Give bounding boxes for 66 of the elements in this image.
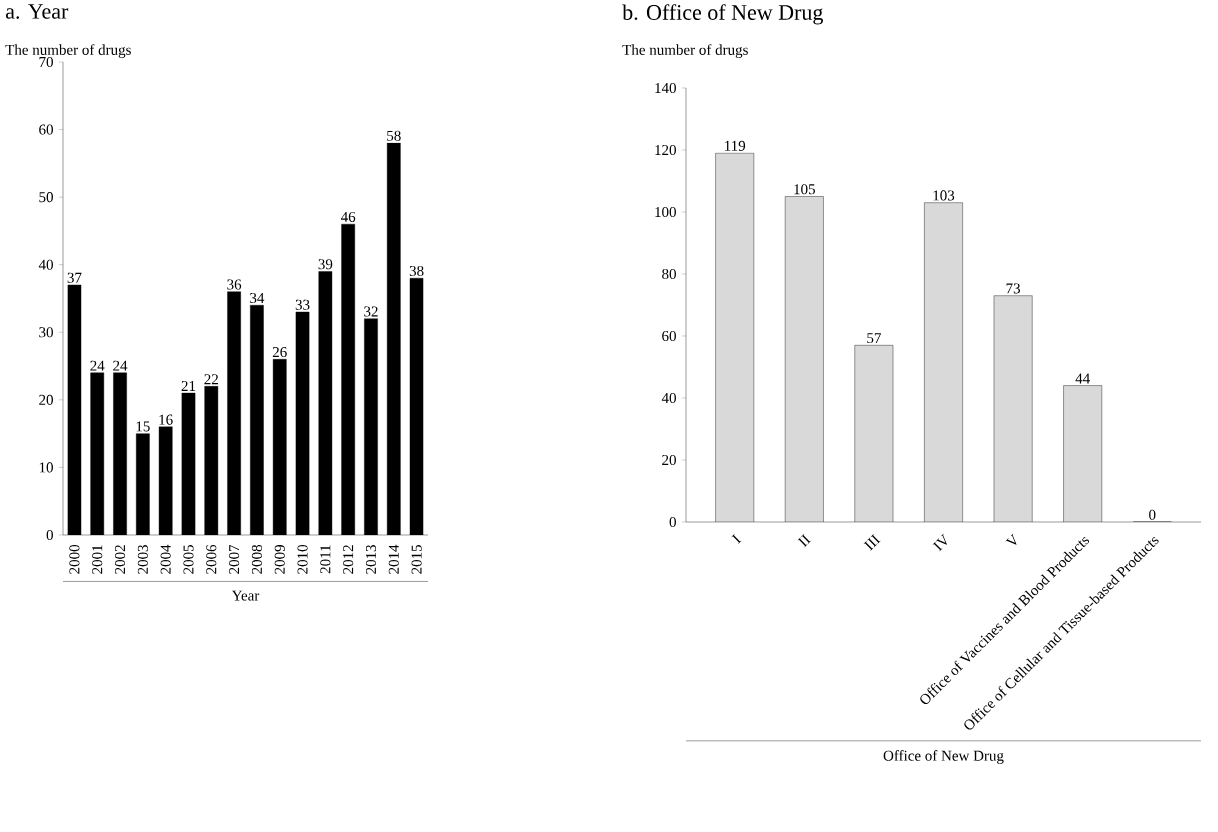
x-tick-label: III <box>863 533 881 551</box>
data-label: 38 <box>409 265 424 277</box>
data-label: 73 <box>1006 283 1021 294</box>
x-tick-label: 2005 <box>183 545 194 574</box>
data-label: 39 <box>318 259 333 270</box>
y-tick-label: 100 <box>655 206 676 218</box>
data-label: 15 <box>136 421 150 432</box>
y-tick-label: 60 <box>662 330 676 342</box>
y-tick-label: 10 <box>39 462 53 473</box>
y-tick-label: 80 <box>662 268 676 280</box>
y-tick-label: 30 <box>39 327 53 338</box>
data-label: 36 <box>227 279 242 290</box>
x-axis-title: Office of New Drug <box>883 750 1004 764</box>
y-tick-label: 0 <box>669 516 676 528</box>
data-label: 103 <box>933 190 955 201</box>
y-axis-title: The number of drugs <box>622 44 748 58</box>
x-tick-label: V <box>1005 533 1017 545</box>
data-label: 34 <box>250 292 265 304</box>
x-tick-label: 2012 <box>343 545 354 574</box>
x-tick-label: 2010 <box>297 545 308 574</box>
y-tick-label: 40 <box>38 259 53 270</box>
x-tick-label: 2013 <box>365 545 377 574</box>
x-tick-label: 2008 <box>251 545 262 574</box>
data-label: 37 <box>67 272 82 283</box>
data-label: 33 <box>295 299 310 310</box>
y-tick-label: 70 <box>39 56 53 68</box>
x-tick-label: 2000 <box>69 545 80 574</box>
data-label: 46 <box>340 211 356 222</box>
y-tick-label: 20 <box>662 454 676 466</box>
y-tick-label: 140 <box>655 82 676 94</box>
x-tick-label: 2001 <box>92 545 103 574</box>
x-tick-label: 2006 <box>206 544 217 574</box>
chart-title: b. Office of New Drug <box>622 4 823 25</box>
data-label: 0 <box>1149 509 1156 520</box>
y-tick-label: 0 <box>46 529 53 541</box>
x-tick-label: II <box>797 533 811 548</box>
data-label: 57 <box>867 333 881 344</box>
chart-title: a. Year <box>5 4 69 19</box>
y-axis-title: The number of drugs <box>5 44 131 58</box>
data-label: 16 <box>159 414 173 425</box>
y-tick-label: 40 <box>661 392 676 404</box>
x-tick-label: 2007 <box>229 544 240 574</box>
x-tick-label: 2014 <box>388 544 399 574</box>
x-tick-label: 2002 <box>114 545 126 574</box>
data-label: 32 <box>364 306 378 317</box>
data-label: 105 <box>794 184 815 195</box>
data-label: 24 <box>90 360 105 371</box>
data-label: 26 <box>272 347 287 358</box>
data-label: 22 <box>204 374 218 385</box>
data-label: 21 <box>181 380 196 391</box>
x-tick-label: 2004 <box>160 544 171 574</box>
data-label: 44 <box>1075 373 1090 384</box>
x-tick-label: 2011 <box>320 545 331 574</box>
y-tick-label: 60 <box>39 124 53 135</box>
data-label: 58 <box>387 130 401 141</box>
x-tick-label: 2009 <box>274 545 285 574</box>
data-label: 24 <box>113 360 128 371</box>
y-tick-label: 50 <box>39 192 53 203</box>
x-tick-label: 2003 <box>137 545 148 574</box>
x-tick-label: IV <box>932 533 947 552</box>
x-axis-title: Year <box>231 590 260 601</box>
y-tick-label: 20 <box>39 394 53 405</box>
data-label: 119 <box>725 140 746 151</box>
x-tick-label: 2015 <box>411 545 422 574</box>
x-tick-label: I <box>731 533 742 544</box>
y-tick-label: 120 <box>655 144 676 156</box>
